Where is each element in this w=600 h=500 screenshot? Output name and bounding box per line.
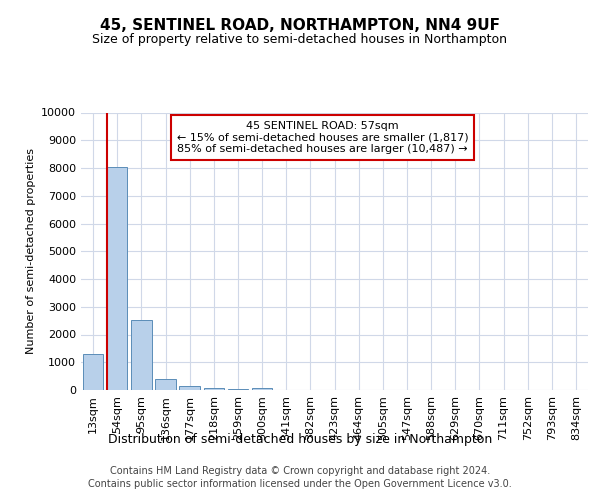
Text: Distribution of semi-detached houses by size in Northampton: Distribution of semi-detached houses by … — [108, 432, 492, 446]
Text: 45 SENTINEL ROAD: 57sqm
← 15% of semi-detached houses are smaller (1,817)
85% of: 45 SENTINEL ROAD: 57sqm ← 15% of semi-de… — [176, 121, 468, 154]
Bar — [107, 166, 127, 390]
Bar — [131, 320, 152, 390]
Text: Contains public sector information licensed under the Open Government Licence v3: Contains public sector information licen… — [88, 479, 512, 489]
Bar — [252, 388, 272, 390]
Bar — [83, 354, 103, 390]
Text: 45, SENTINEL ROAD, NORTHAMPTON, NN4 9UF: 45, SENTINEL ROAD, NORTHAMPTON, NN4 9UF — [100, 18, 500, 32]
Bar — [203, 388, 224, 390]
Text: Contains HM Land Registry data © Crown copyright and database right 2024.: Contains HM Land Registry data © Crown c… — [110, 466, 490, 476]
Y-axis label: Number of semi-detached properties: Number of semi-detached properties — [26, 148, 35, 354]
Bar — [179, 386, 200, 390]
Text: Size of property relative to semi-detached houses in Northampton: Size of property relative to semi-detach… — [92, 32, 508, 46]
Bar — [155, 379, 176, 390]
